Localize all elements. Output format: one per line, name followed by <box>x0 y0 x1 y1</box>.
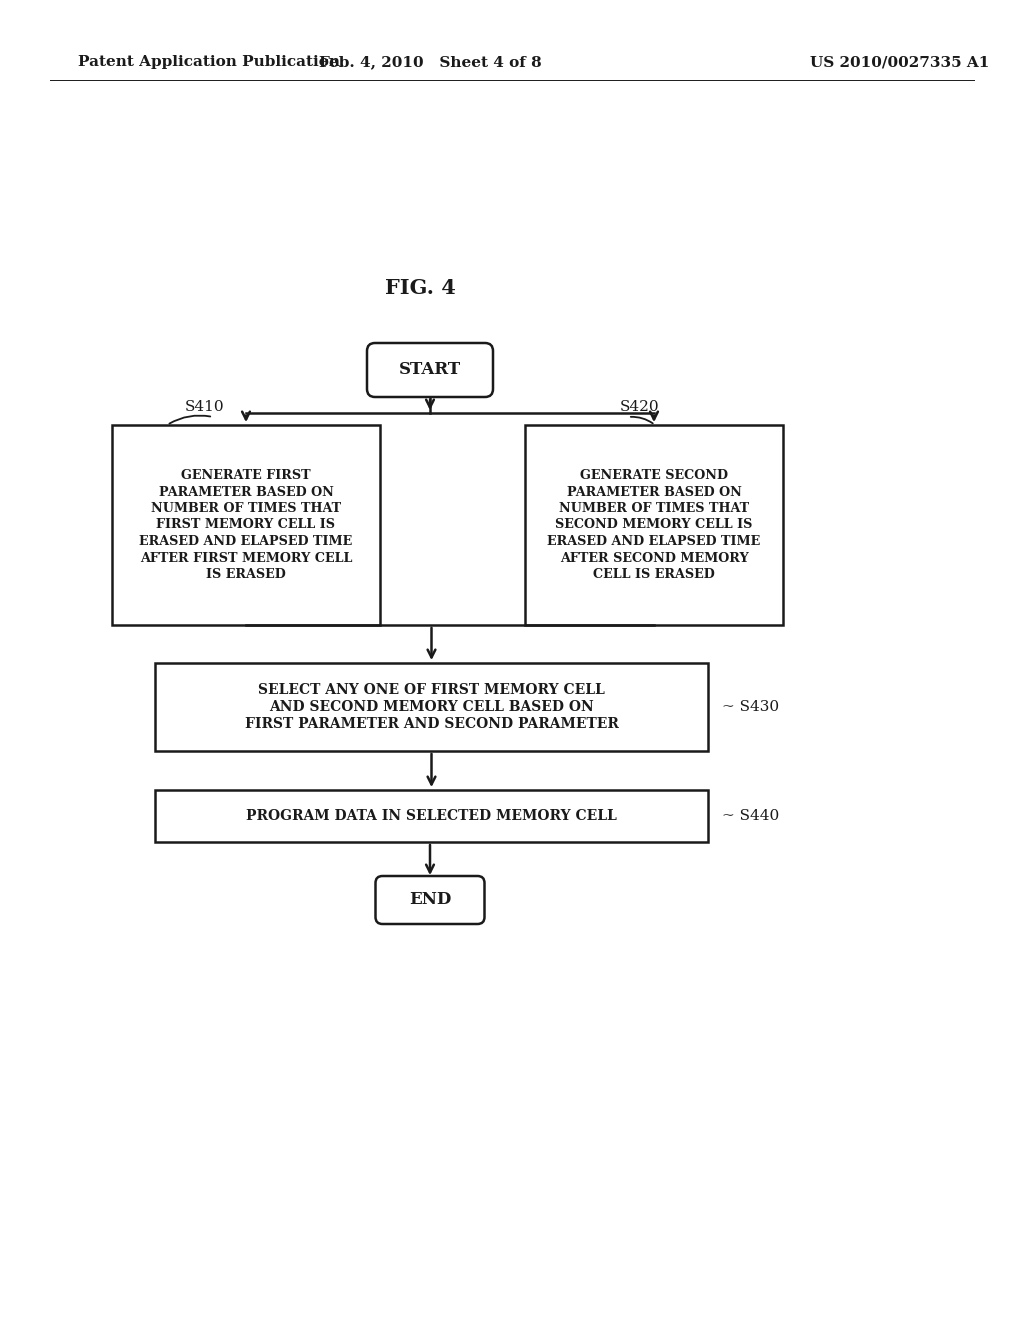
Text: FIG. 4: FIG. 4 <box>385 279 456 298</box>
Text: GENERATE SECOND
PARAMETER BASED ON
NUMBER OF TIMES THAT
SECOND MEMORY CELL IS
ER: GENERATE SECOND PARAMETER BASED ON NUMBE… <box>548 469 761 581</box>
Text: S410: S410 <box>185 400 224 414</box>
Text: GENERATE FIRST
PARAMETER BASED ON
NUMBER OF TIMES THAT
FIRST MEMORY CELL IS
ERAS: GENERATE FIRST PARAMETER BASED ON NUMBER… <box>139 469 352 581</box>
Text: Feb. 4, 2010   Sheet 4 of 8: Feb. 4, 2010 Sheet 4 of 8 <box>318 55 542 69</box>
FancyBboxPatch shape <box>112 425 380 624</box>
Text: START: START <box>399 362 461 379</box>
Text: ~ S430: ~ S430 <box>722 700 779 714</box>
Text: SELECT ANY ONE OF FIRST MEMORY CELL
AND SECOND MEMORY CELL BASED ON
FIRST PARAME: SELECT ANY ONE OF FIRST MEMORY CELL AND … <box>245 682 618 731</box>
FancyBboxPatch shape <box>367 343 493 397</box>
Text: ~ S440: ~ S440 <box>722 809 779 822</box>
FancyBboxPatch shape <box>155 663 708 751</box>
Text: S420: S420 <box>620 400 659 414</box>
Text: US 2010/0027335 A1: US 2010/0027335 A1 <box>810 55 989 69</box>
FancyBboxPatch shape <box>525 425 783 624</box>
FancyBboxPatch shape <box>155 789 708 842</box>
FancyBboxPatch shape <box>376 876 484 924</box>
Text: Patent Application Publication: Patent Application Publication <box>78 55 340 69</box>
Text: PROGRAM DATA IN SELECTED MEMORY CELL: PROGRAM DATA IN SELECTED MEMORY CELL <box>246 809 616 822</box>
Text: END: END <box>409 891 452 908</box>
